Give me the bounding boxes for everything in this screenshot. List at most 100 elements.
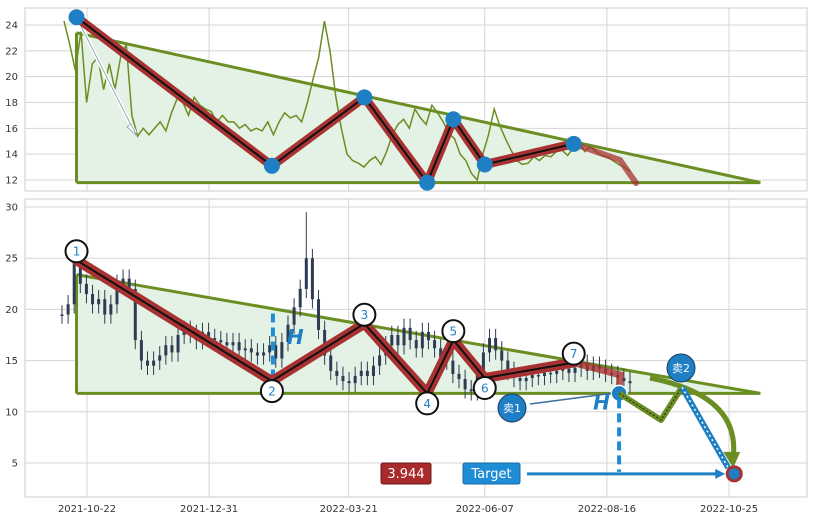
pivot-circle-5: [441, 319, 466, 344]
candle-body: [518, 378, 522, 382]
candle-body: [451, 360, 455, 374]
sell2-label: 卖2: [672, 362, 690, 375]
sell1-marker: [497, 393, 527, 423]
top-y-tick-label: 18: [5, 98, 18, 109]
candle-body: [530, 374, 534, 379]
candle-body: [488, 338, 492, 353]
pullback-path-dots: [618, 386, 683, 421]
candle-body: [365, 370, 369, 376]
candle-body: [524, 378, 528, 382]
bottom-y-tick-label: 5: [12, 459, 18, 470]
top-panel: 12 14 16 18 20 22 24: [5, 7, 808, 192]
pivot-circle-3: [352, 302, 377, 327]
candle-body: [146, 360, 150, 366]
target-marker: [725, 465, 743, 483]
sell2-marker: [666, 353, 696, 383]
candle-body: [310, 258, 314, 300]
top-pivot-marker: [476, 156, 493, 173]
top-y-tick-label: 12: [5, 176, 18, 187]
candle-body: [121, 278, 125, 284]
top-guide-arrow-line: [76, 17, 136, 134]
candle-body: [433, 340, 437, 349]
pivot-label-5: 5: [450, 325, 458, 339]
target-dashed-line-dots: [681, 386, 729, 469]
candle-body: [500, 350, 504, 361]
candle-body: [176, 335, 180, 353]
top-triangle-upper-line: [76, 31, 761, 185]
candle-body: [231, 342, 235, 346]
target-arrow-head: [715, 468, 726, 479]
bottom-x-tick-label: 2022-03-21: [320, 504, 378, 515]
candle-body: [219, 340, 223, 343]
candle-body: [408, 327, 412, 341]
top-y-tick-label: 20: [5, 72, 18, 83]
top-y-tick-label: 22: [5, 46, 18, 57]
candle-body: [481, 352, 485, 371]
candle-body: [536, 374, 540, 377]
candle-body: [91, 294, 95, 305]
candle-body: [97, 299, 101, 305]
bottom-plot-body: H 1 2 3 4 5 6 7 H Target 3.944 卖1 卖2: [60, 212, 761, 485]
pivot-circle-6: [472, 376, 497, 401]
candle-body: [628, 381, 632, 384]
top-pivot-marker: [263, 157, 280, 174]
top-pivot-marker: [565, 135, 582, 152]
candle-body: [72, 260, 76, 305]
candle-body: [255, 352, 259, 356]
candle-body: [158, 355, 162, 361]
top-guide-arrow-head: [126, 123, 138, 137]
pivot-label-2: 2: [268, 385, 276, 399]
candle-body: [420, 331, 424, 349]
candle-body: [84, 283, 88, 295]
bottom-y-tick-label: 30: [5, 203, 18, 214]
candle-body: [268, 345, 272, 353]
candle-body: [152, 360, 156, 366]
candle-body: [341, 375, 345, 382]
candle-body: [494, 338, 498, 351]
candle-body: [127, 278, 131, 289]
candle-body: [317, 299, 321, 330]
pivot-circle-7: [561, 341, 586, 366]
pivot-circle-4: [415, 391, 440, 416]
candle-body: [542, 372, 546, 376]
candle-body: [262, 352, 266, 356]
candle-body: [207, 331, 211, 339]
bottom-x-tick-label: 2021-10-22: [58, 504, 116, 515]
sell1-pointer: [529, 392, 612, 405]
candle-body: [304, 258, 308, 289]
bottom-y-tick-label: 25: [5, 254, 18, 265]
candle-body: [439, 348, 443, 358]
candle-body: [170, 345, 174, 353]
candle-body: [359, 370, 363, 376]
bottom-y-tick-label: 20: [5, 305, 18, 316]
candle-body: [463, 379, 467, 390]
top-pivot-marker: [445, 111, 462, 128]
candle-body: [561, 368, 565, 371]
candle-body: [78, 260, 82, 284]
candle-body: [347, 381, 351, 384]
bottom-x-axis: 2021-10-22 2021-12-31 2022-03-21 2022-06-07…: [58, 504, 758, 515]
h-label-2: H: [593, 391, 610, 415]
candle-body: [292, 307, 296, 325]
bottom-triangle-upper-line: [76, 273, 761, 395]
candle-body: [133, 288, 137, 341]
candle-body: [286, 324, 290, 343]
top-zigzag-projection: [570, 140, 639, 186]
bottom-x-tick-label: 2022-08-16: [578, 504, 636, 515]
candle-body: [353, 375, 357, 384]
candle-body: [573, 367, 577, 373]
bottom-y-tick-label: 10: [5, 407, 18, 418]
candle-body: [329, 355, 333, 371]
bottom-y-tick-label: 15: [5, 356, 18, 367]
candle-body: [335, 370, 339, 376]
candle-body: [66, 304, 70, 315]
bottom-x-tick-label: 2022-06-07: [456, 504, 514, 515]
candle-body: [225, 342, 229, 346]
pivot-label-3: 3: [361, 308, 369, 322]
candle-body: [139, 340, 143, 361]
bottom-y-axis: 5 10 15 20 25 30: [5, 203, 18, 470]
candle-body: [298, 288, 302, 308]
target-value-badge: [380, 462, 432, 485]
target-value-label: 3.944: [387, 467, 424, 482]
